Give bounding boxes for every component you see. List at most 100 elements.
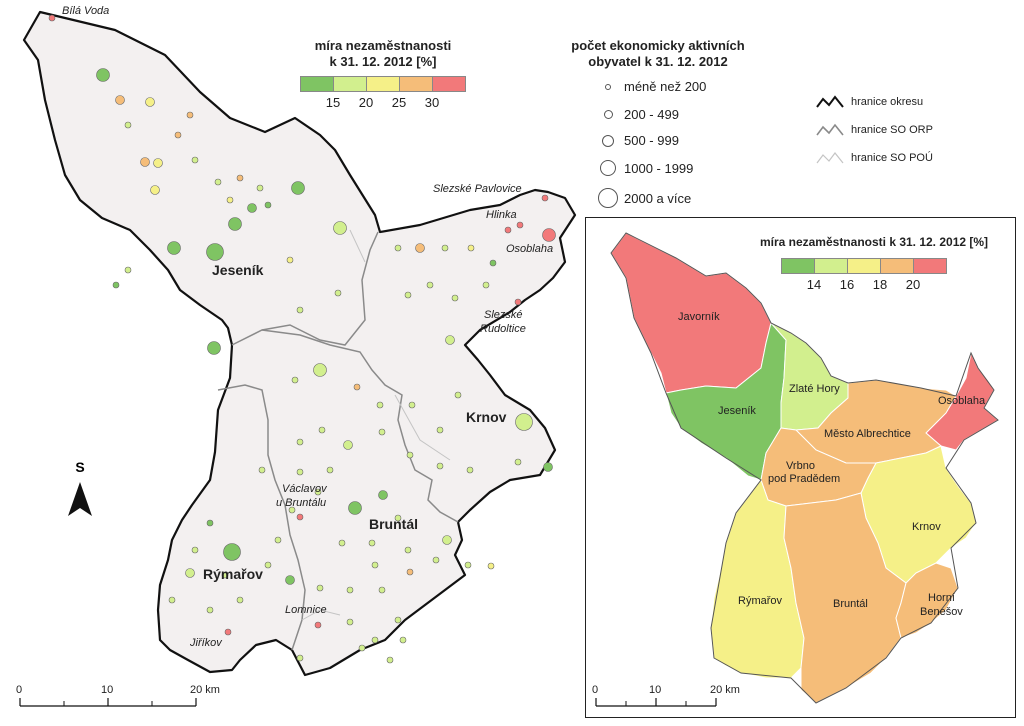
municipality-circle — [191, 156, 199, 164]
inset-tick-14: 14 — [806, 277, 822, 292]
main-scale-tick-0: 0 — [16, 684, 23, 696]
municipality-circle — [296, 513, 304, 521]
size-circle-2 — [603, 110, 613, 119]
municipality-circle — [487, 562, 495, 570]
rate-swatch-1 — [300, 76, 334, 92]
municipality-circle — [346, 618, 354, 626]
main-scale-bar — [19, 698, 197, 707]
rate-tick-25: 25 — [391, 95, 407, 110]
municipality-circle — [343, 440, 353, 450]
boundary-legend-orp: hranice SO ORP — [815, 121, 933, 139]
north-arrow-label: S — [75, 459, 84, 475]
municipality-circle — [464, 561, 472, 569]
municipality-circle — [436, 426, 444, 434]
municipality-circle — [150, 185, 160, 195]
inset-outline — [610, 232, 999, 704]
municipality-circle — [541, 194, 549, 202]
municipality-circle — [191, 546, 199, 554]
municipality-circle — [378, 428, 386, 436]
municipality-circle — [313, 363, 327, 377]
inset-label-mesto-albrechtice: Město Albrechtice — [824, 428, 911, 440]
municipality-circle — [394, 244, 402, 252]
municipality-circle — [371, 636, 379, 644]
place-label-slezske: Slezské — [484, 309, 523, 321]
inset-scale-tick-0: 0 — [592, 684, 599, 696]
municipality-circle — [378, 490, 388, 500]
municipality-circle — [333, 221, 347, 235]
town-label-jesenik: Jeseník — [212, 262, 264, 278]
municipality-circle — [426, 281, 434, 289]
municipality-circle — [514, 458, 522, 466]
inset-legend-title: míra nezaměstnanosti k 31. 12. 2012 [%] — [759, 235, 989, 249]
size-circle-3 — [602, 134, 614, 147]
place-label-hlinka: Hlinka — [486, 209, 517, 221]
inset-tick-16: 16 — [839, 277, 855, 292]
municipality-circle — [206, 243, 224, 261]
rate-tick-30: 30 — [424, 95, 440, 110]
municipality-circle — [288, 506, 296, 514]
municipality-circle — [168, 596, 176, 604]
inset-scale-tick-20: 20 km — [710, 684, 740, 696]
municipality-circle — [221, 571, 229, 579]
municipality-circle — [214, 178, 222, 186]
municipality-circle — [514, 298, 522, 306]
place-label-rudoltice: Rudoltice — [480, 323, 526, 335]
rate-legend-title-1: míra nezaměstnanosti — [314, 38, 452, 53]
inset-label-jesenik: Jeseník — [718, 405, 756, 417]
municipality-circle — [386, 656, 394, 664]
inset-swatch-4 — [880, 258, 914, 274]
municipality-circle — [48, 14, 56, 22]
municipality-circle — [314, 621, 322, 629]
municipality-circle — [378, 586, 386, 594]
orp-boundary-rymarov — [217, 384, 306, 651]
inset-tick-20: 20 — [905, 277, 921, 292]
pop-class-4: 1000 - 1999 — [598, 160, 693, 176]
municipality-circle — [404, 546, 412, 554]
pop-class-3: 500 - 999 — [598, 133, 679, 148]
municipality-circle — [316, 584, 324, 592]
municipality-circle — [406, 568, 414, 576]
orp-boundary-krnov — [261, 329, 459, 523]
municipality-circle — [153, 158, 163, 168]
municipality-circle — [264, 561, 272, 569]
municipality-circle — [186, 111, 194, 119]
rate-legend-title-2: k 31. 12. 2012 [%] — [329, 54, 437, 69]
pop-legend-title-2: obyvatel k 31. 12. 2012 — [588, 54, 728, 69]
town-label-bruntal: Bruntál — [369, 516, 418, 532]
municipality-circle — [314, 488, 322, 496]
pop-class-label-4: 1000 - 1999 — [624, 160, 694, 176]
main-scale-tick-20: 20 km — [190, 684, 220, 696]
inset-label-bruntal: Bruntál — [833, 598, 868, 610]
inset-label-krnov: Krnov — [912, 521, 941, 533]
municipality-circle — [515, 413, 533, 431]
inset-tick-18: 18 — [872, 277, 888, 292]
municipality-circle — [353, 383, 361, 391]
main-scale-tick-10: 10 — [101, 684, 114, 696]
municipality-circle — [432, 556, 440, 564]
inset-label-rymarov: Rýmařov — [738, 595, 783, 607]
municipality-circle — [376, 401, 384, 409]
pop-class-label-1: méně než 200 — [624, 79, 707, 94]
municipality-circle — [326, 466, 334, 474]
municipality-circle — [451, 294, 459, 302]
municipality-circle — [394, 514, 402, 522]
inset-label-horni: Horní — [928, 592, 955, 604]
rate-swatch-4 — [399, 76, 433, 92]
municipality-circle — [445, 335, 455, 345]
municipality-circle — [482, 281, 490, 289]
place-label-slezske-pavlovice: Slezské Pavlovice — [433, 183, 522, 195]
municipality-circle — [285, 575, 295, 585]
municipality-circle — [404, 291, 412, 299]
size-circle-1 — [605, 83, 611, 90]
municipality-circle — [436, 462, 444, 470]
pou-boundary — [301, 229, 451, 621]
municipality-circle — [264, 201, 272, 209]
municipality-circle — [274, 536, 282, 544]
municipality-circle — [174, 131, 182, 139]
inset-label-vrbno: Vrbno — [786, 460, 815, 472]
inset-label-osoblaha: Osoblaha — [938, 395, 986, 407]
municipality-circle — [140, 157, 150, 167]
orp-boundary-jesenik — [231, 231, 379, 346]
inset-region-horni-benesov — [895, 562, 959, 639]
municipality-circle — [206, 519, 214, 527]
